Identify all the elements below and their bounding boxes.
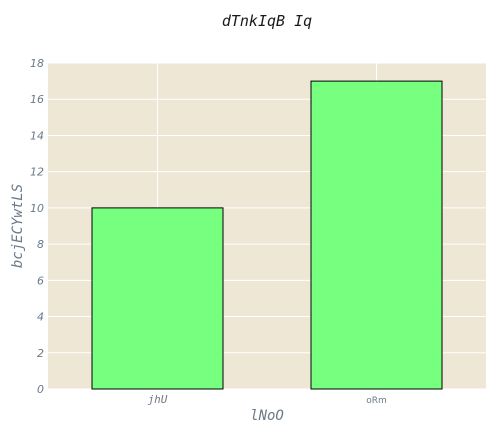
chart-title: dTnkIqB Iq xyxy=(222,12,312,30)
bar-jhU xyxy=(91,207,224,390)
y-tick-label: 16 xyxy=(30,93,44,106)
x-tick-labels: jhU oRm xyxy=(148,393,387,406)
y-tick-labels: 0 2 4 6 8 10 12 14 16 18 xyxy=(30,57,44,396)
y-tick-label: 0 xyxy=(37,383,44,396)
y-tick-label: 10 xyxy=(30,202,44,215)
y-tick-label: 2 xyxy=(37,347,44,360)
x-axis-label: lNoO xyxy=(250,408,284,424)
y-tick-label: 8 xyxy=(37,238,44,251)
bars xyxy=(91,80,443,390)
y-tick-label: 12 xyxy=(30,166,44,179)
y-tick-label: 18 xyxy=(30,57,44,70)
y-tick-label: 6 xyxy=(37,274,44,287)
y-axis-label: bcjECYwtLS xyxy=(10,184,26,268)
y-tick-label: 14 xyxy=(30,129,44,142)
x-tick-label-jhU: jhU xyxy=(148,393,168,406)
bar-oRm xyxy=(310,80,443,390)
x-tick-label-oRm: oRm xyxy=(366,396,387,406)
y-tick-label: 4 xyxy=(37,311,44,324)
